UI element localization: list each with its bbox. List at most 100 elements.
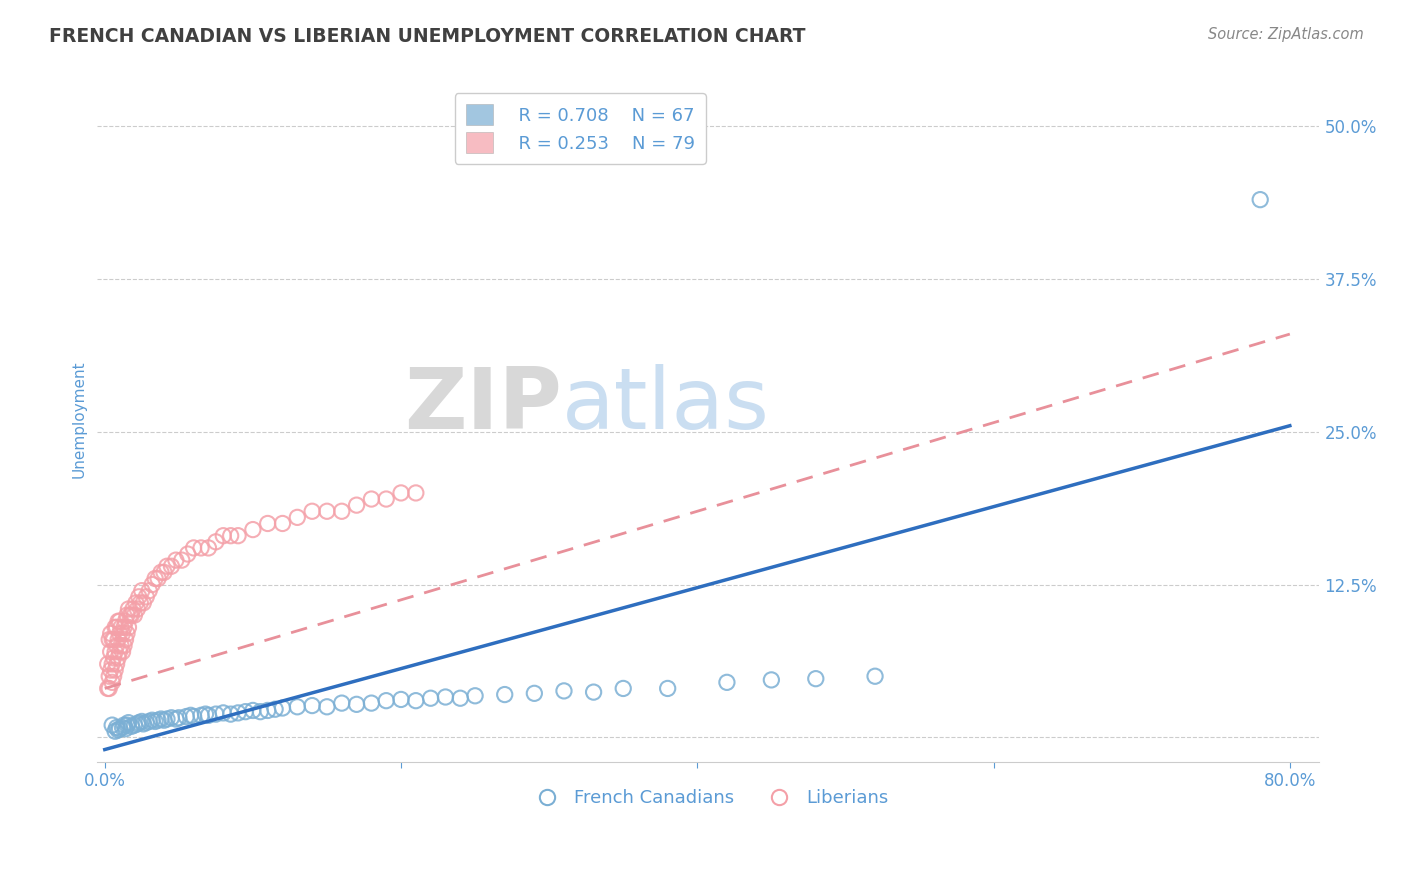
Point: [153, 713, 176, 727]
Point: [197, 708, 219, 723]
Point: [98, 632, 121, 647]
Text: Source: ZipAtlas.com: Source: ZipAtlas.com: [1208, 27, 1364, 42]
Point: [104, 663, 127, 677]
Point: [156, 559, 179, 574]
Point: [129, 596, 152, 610]
Point: [242, 523, 264, 537]
Point: [128, 715, 150, 730]
Point: [612, 681, 634, 696]
Point: [434, 690, 457, 704]
Point: [190, 708, 212, 723]
Point: [107, 632, 129, 647]
Point: [301, 504, 323, 518]
Point: [197, 541, 219, 555]
Point: [131, 583, 153, 598]
Point: [128, 590, 150, 604]
Point: [405, 694, 427, 708]
Point: [156, 712, 179, 726]
Point: [101, 718, 124, 732]
Point: [97, 657, 120, 671]
Point: [101, 632, 124, 647]
Point: [101, 657, 124, 671]
Point: [523, 686, 546, 700]
Point: [132, 596, 155, 610]
Point: [107, 651, 129, 665]
Point: [256, 703, 278, 717]
Point: [249, 705, 271, 719]
Point: [125, 596, 148, 610]
Point: [177, 547, 200, 561]
Point: [165, 712, 187, 726]
Point: [346, 698, 368, 712]
Point: [100, 626, 122, 640]
Point: [141, 713, 163, 727]
Point: [375, 491, 398, 506]
Point: [124, 718, 146, 732]
Point: [120, 608, 142, 623]
Point: [107, 723, 129, 737]
Point: [108, 722, 131, 736]
Point: [127, 717, 149, 731]
Point: [138, 714, 160, 729]
Point: [180, 708, 202, 723]
Point: [285, 510, 308, 524]
Point: [104, 724, 127, 739]
Point: [153, 566, 176, 580]
Point: [657, 681, 679, 696]
Point: [226, 706, 249, 720]
Point: [330, 504, 353, 518]
Point: [190, 541, 212, 555]
Point: [103, 632, 125, 647]
Point: [141, 577, 163, 591]
Point: [316, 504, 339, 518]
Point: [111, 721, 134, 735]
Point: [150, 712, 173, 726]
Point: [235, 705, 257, 719]
Point: [183, 709, 205, 723]
Point: [101, 675, 124, 690]
Point: [242, 703, 264, 717]
Point: [118, 608, 141, 623]
Point: [165, 553, 187, 567]
Point: [122, 602, 145, 616]
Point: [205, 534, 228, 549]
Point: [135, 715, 157, 730]
Point: [104, 620, 127, 634]
Point: [105, 657, 128, 671]
Point: [115, 608, 138, 623]
Point: [110, 639, 132, 653]
Point: [105, 639, 128, 653]
Y-axis label: Unemployment: Unemployment: [72, 360, 86, 478]
Point: [114, 614, 136, 628]
Point: [205, 707, 228, 722]
Point: [183, 541, 205, 555]
Point: [174, 709, 197, 723]
Point: [100, 645, 122, 659]
Point: [131, 714, 153, 729]
Point: [112, 639, 135, 653]
Point: [212, 529, 235, 543]
Point: [114, 722, 136, 736]
Point: [419, 691, 441, 706]
Point: [389, 692, 412, 706]
Point: [863, 669, 886, 683]
Point: [117, 602, 139, 616]
Point: [108, 626, 131, 640]
Point: [138, 583, 160, 598]
Point: [111, 645, 134, 659]
Point: [264, 702, 287, 716]
Point: [115, 718, 138, 732]
Point: [271, 701, 294, 715]
Point: [271, 516, 294, 531]
Point: [170, 553, 193, 567]
Point: [716, 675, 738, 690]
Point: [104, 645, 127, 659]
Point: [98, 681, 121, 696]
Point: [108, 614, 131, 628]
Point: [389, 486, 412, 500]
Point: [330, 696, 353, 710]
Point: [449, 691, 471, 706]
Point: [316, 699, 339, 714]
Point: [111, 626, 134, 640]
Point: [804, 672, 827, 686]
